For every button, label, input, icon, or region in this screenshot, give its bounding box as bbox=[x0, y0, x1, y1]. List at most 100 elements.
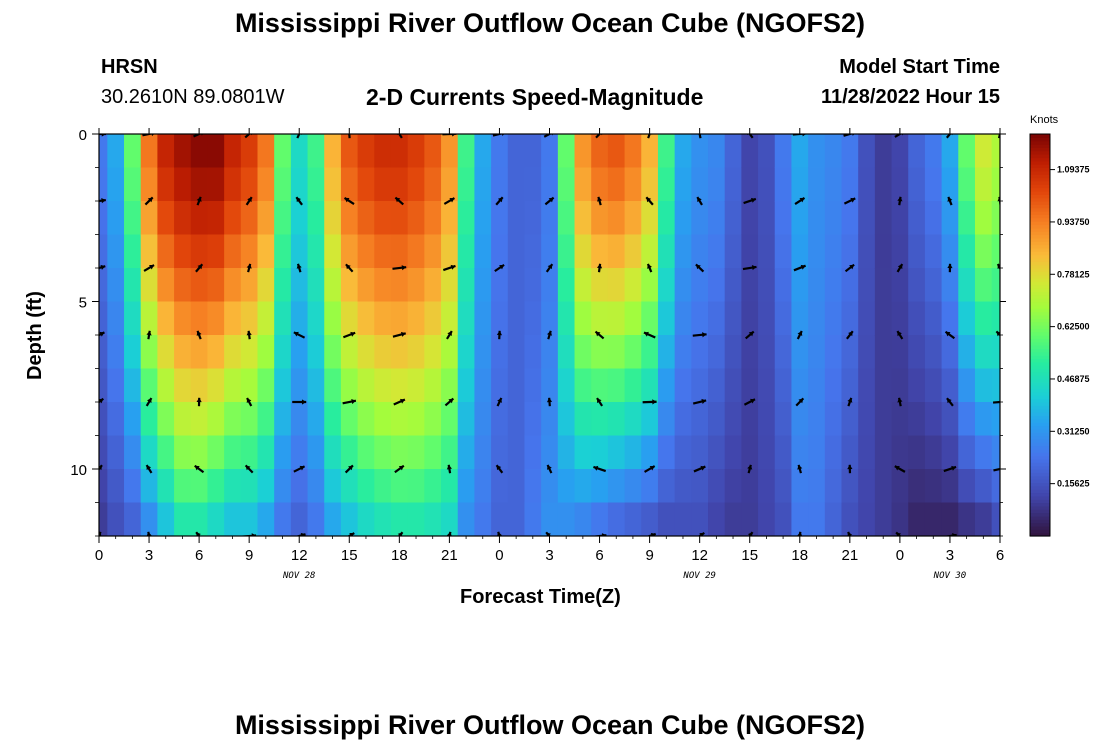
heatmap-cell bbox=[924, 134, 943, 169]
heatmap-cell bbox=[774, 502, 793, 536]
heatmap-cell bbox=[357, 435, 375, 470]
heatmap-cell bbox=[874, 502, 893, 536]
heatmap-cell bbox=[124, 368, 142, 403]
heatmap-cell bbox=[257, 268, 275, 303]
heatmap-cell bbox=[541, 502, 559, 536]
heatmap-cell bbox=[758, 402, 776, 437]
heatmap-cell bbox=[174, 234, 192, 269]
x-tick-label: 0 bbox=[896, 547, 904, 564]
heatmap-cell bbox=[874, 167, 893, 202]
heatmap-cell bbox=[140, 201, 158, 236]
heatmap-cell bbox=[157, 134, 175, 169]
current-vector bbox=[696, 196, 703, 206]
current-vector bbox=[293, 465, 306, 473]
station-coordinates: 30.2610N 89.0801W bbox=[101, 86, 285, 108]
heatmap-cell bbox=[457, 469, 476, 504]
current-vector bbox=[594, 330, 605, 340]
heatmap-cell bbox=[958, 368, 976, 403]
heatmap-cell bbox=[524, 134, 542, 169]
heatmap-cell bbox=[974, 502, 993, 536]
heatmap-cell bbox=[224, 435, 242, 470]
heatmap-cell bbox=[591, 268, 609, 303]
colorbar-segment bbox=[1030, 311, 1050, 316]
heatmap-cell bbox=[941, 268, 959, 303]
heatmap-cell bbox=[741, 301, 759, 336]
heatmap-cell bbox=[224, 134, 242, 169]
heatmap-cell bbox=[407, 268, 425, 303]
x-tick-label: 0 bbox=[495, 547, 503, 564]
current-vector bbox=[293, 331, 306, 339]
heatmap-cell bbox=[157, 268, 175, 303]
heatmap-cell bbox=[758, 502, 776, 536]
colorbar-segment bbox=[1030, 170, 1050, 175]
current-vector bbox=[546, 397, 553, 407]
colorbar-tick-label: 0.31250 bbox=[1057, 426, 1090, 436]
heatmap-cell bbox=[240, 134, 259, 169]
heatmap-cell bbox=[641, 469, 659, 504]
colorbar-segment bbox=[1030, 207, 1050, 212]
heatmap-cell bbox=[908, 502, 926, 536]
heatmap-cell bbox=[657, 368, 676, 403]
heatmap-cell bbox=[924, 502, 943, 536]
colorbar-segment bbox=[1030, 415, 1050, 420]
heatmap-cell bbox=[974, 268, 993, 303]
station-name: HRSN bbox=[101, 56, 158, 78]
colorbar-segment bbox=[1030, 174, 1050, 179]
heatmap-cell bbox=[340, 368, 359, 403]
colorbar-segment bbox=[1030, 214, 1050, 219]
heatmap-cell bbox=[240, 502, 259, 536]
heatmap-cell bbox=[257, 435, 275, 470]
colorbar-tick-label: 0.78125 bbox=[1057, 269, 1090, 279]
heatmap-cell bbox=[541, 134, 559, 169]
heatmap-cell bbox=[507, 435, 526, 470]
current-vector bbox=[695, 263, 705, 273]
colorbar-segment bbox=[1030, 388, 1050, 393]
heatmap-cell bbox=[624, 268, 642, 303]
heatmap-cell bbox=[607, 167, 626, 202]
heatmap-cell bbox=[541, 234, 559, 269]
heatmap-cell bbox=[808, 435, 826, 470]
heatmap-cell bbox=[207, 167, 225, 202]
colorbar-segment bbox=[1030, 278, 1050, 282]
heatmap-cell bbox=[607, 134, 626, 169]
heatmap-cell bbox=[257, 335, 275, 370]
heatmap-cell bbox=[924, 268, 943, 303]
heatmap-cell bbox=[708, 167, 726, 202]
colorbar-segment bbox=[1030, 177, 1050, 182]
heatmap-cell bbox=[991, 502, 1000, 536]
current-vector bbox=[195, 263, 204, 273]
colorbar-segment bbox=[1030, 452, 1050, 457]
heatmap-cell bbox=[390, 268, 409, 303]
heatmap-cell bbox=[374, 402, 392, 437]
heatmap-cell bbox=[390, 335, 409, 370]
colorbar-segment bbox=[1030, 418, 1050, 423]
heatmap-cell bbox=[474, 301, 492, 336]
current-vector bbox=[99, 134, 106, 137]
heatmap-cell bbox=[407, 301, 425, 336]
heatmap-cell bbox=[874, 368, 893, 403]
heatmap-cell bbox=[274, 502, 292, 536]
heatmap-cell bbox=[557, 268, 576, 303]
heatmap-cell bbox=[908, 134, 926, 169]
heatmap-cell bbox=[908, 234, 926, 269]
heatmap-cell bbox=[207, 234, 225, 269]
heatmap-cell bbox=[874, 402, 893, 437]
heatmap-cell bbox=[974, 469, 993, 504]
heatmap-cell bbox=[307, 167, 325, 202]
heatmap-cell bbox=[724, 234, 742, 269]
heatmap-cell bbox=[891, 335, 909, 370]
colorbar-segment bbox=[1030, 522, 1050, 527]
heatmap-cell bbox=[657, 268, 676, 303]
heatmap-cell bbox=[390, 469, 409, 504]
colorbar-segment bbox=[1030, 365, 1050, 370]
heatmap-cell bbox=[441, 402, 459, 437]
heatmap-cell bbox=[224, 234, 242, 269]
heatmap-cell bbox=[124, 134, 142, 169]
axes: 0 3 6 9 12 15 18 21 0 3 6 9 12 15 18 21 0 3 6 NOV 28 NOV 29 N… bbox=[70, 127, 1006, 581]
colorbar-segment bbox=[1030, 308, 1050, 313]
heatmap-cell bbox=[908, 268, 926, 303]
heatmap-cell bbox=[774, 167, 793, 202]
current-vector bbox=[996, 263, 1000, 271]
heatmap-cell bbox=[991, 134, 1000, 169]
